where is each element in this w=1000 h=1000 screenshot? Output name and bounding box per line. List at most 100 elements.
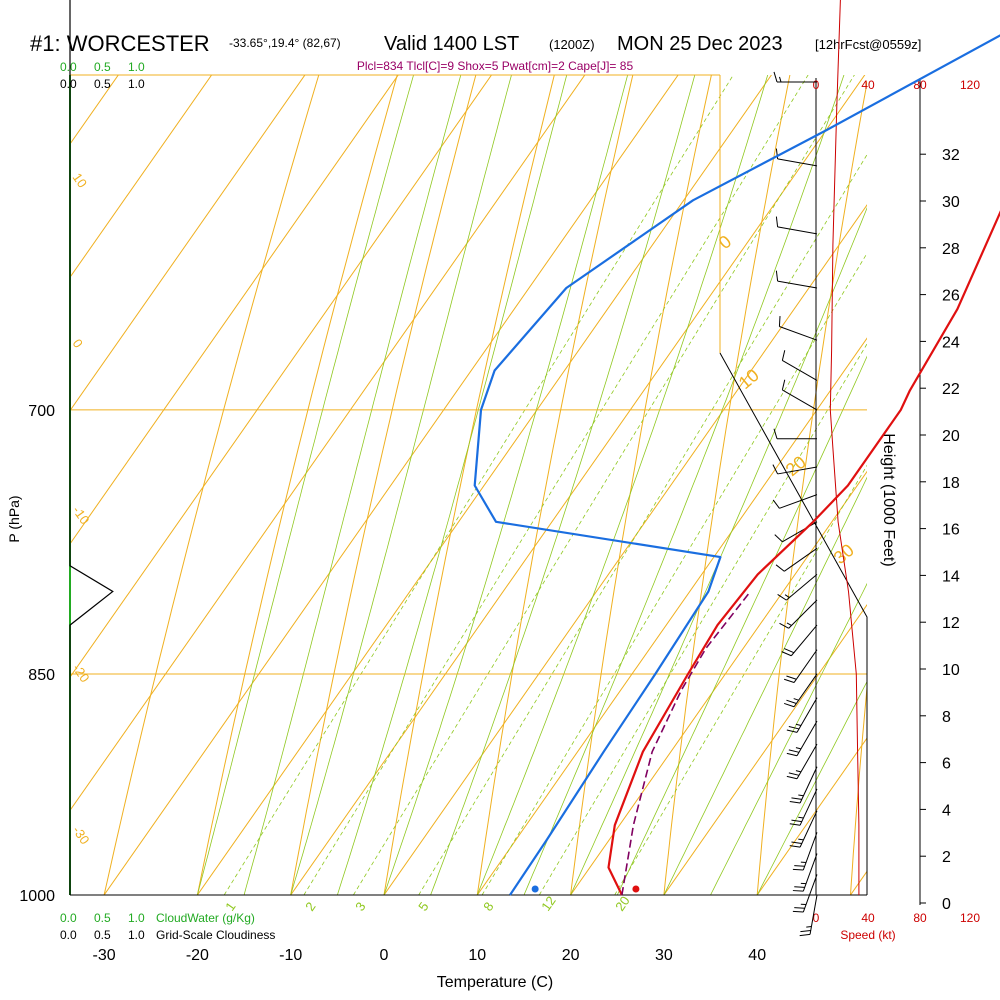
cloudiness-top-tick: 0.0	[60, 77, 77, 91]
wind-barb-shaft	[796, 697, 818, 733]
isotherm-label: 0	[70, 336, 86, 351]
wind-barb	[792, 874, 818, 913]
wind-barb-shaft	[783, 547, 818, 572]
wind-barb-full	[775, 216, 779, 227]
theta-label: 30	[830, 540, 858, 568]
cloudwater-top-tick: 1.0	[128, 60, 145, 74]
moist-adiabat-line	[476, 75, 769, 895]
isotherm-line	[0, 0, 771, 895]
dry-adiabat-line	[290, 75, 477, 895]
wind-barb-half	[786, 622, 792, 626]
wind-barb-shaft	[802, 853, 818, 892]
mixing-ratio-label: 3	[352, 899, 368, 914]
height-tick-label: 26	[942, 288, 960, 305]
moist-adiabat-line	[523, 75, 845, 895]
wind-barb	[783, 649, 818, 684]
wind-barb	[786, 743, 818, 780]
wind-barb-full	[792, 890, 804, 892]
utc-time: (1200Z)	[549, 37, 595, 52]
speed-bottom-tick: 40	[861, 911, 875, 925]
valid-time: Valid 1400 LST	[384, 33, 519, 55]
height-tick-label: 10	[942, 662, 960, 679]
cloudwater-bottom-tick: 0.0	[60, 911, 77, 925]
sounding-profiles	[473, 34, 1000, 896]
wind-barb-shaft	[777, 280, 818, 289]
wind-barb	[789, 810, 818, 848]
wind-barb-full	[789, 845, 801, 848]
wind-barb-full	[791, 797, 802, 800]
wind-barb-shaft	[788, 599, 818, 629]
mixing-ratio-label: 8	[480, 899, 496, 914]
wind-barb-full	[777, 593, 787, 601]
mixing-ratio-label: 20	[612, 893, 633, 913]
wind-barb-full	[786, 699, 797, 704]
moist-adiabat-line	[337, 75, 568, 895]
wind-barb	[781, 624, 818, 657]
mixing-ratio-line	[481, 252, 867, 895]
wind-barb-full	[783, 678, 795, 684]
height-tick-label: 8	[942, 709, 951, 726]
cloudwater-line	[69, 0, 114, 895]
isotherm-label: -10	[70, 503, 93, 527]
background-lines	[0, 0, 867, 895]
isotherm-label: -20	[70, 661, 93, 685]
temperature-tick-label: 40	[748, 947, 766, 964]
dry-adiabat-line	[663, 75, 791, 895]
wind-barb-shaft	[799, 810, 818, 848]
wind-barb-shaft	[799, 766, 818, 804]
cloudwater-bottom-tick: 0.5	[94, 911, 111, 925]
wind-barb-shaft	[796, 743, 818, 780]
wind-barb-shaft	[782, 389, 818, 411]
cloudwater-top-tick: 0.0	[60, 60, 77, 74]
stability-indices: Plcl=834 Tlcl[C]=9 Shox=5 Pwat[cm]=2 Cap…	[357, 59, 634, 73]
wind-barb-shaft	[777, 158, 818, 167]
mixing-ratio-line	[418, 153, 867, 895]
pressure-tick-label: 1000	[19, 888, 55, 905]
wind-barb-full	[772, 499, 780, 509]
wind-barb	[799, 894, 818, 937]
wind-barb	[786, 720, 818, 757]
speed-label: Speed (kt)	[840, 928, 895, 942]
parcel-line	[621, 591, 752, 896]
wind-speed-line	[829, 0, 860, 895]
wind-barb-shaft	[809, 894, 818, 935]
wind-barb-shaft	[782, 360, 818, 381]
wind-speed-profile	[829, 0, 860, 895]
forecast-date: MON 25 Dec 2023	[617, 33, 783, 55]
cloudwater-bottom-tick: 1.0	[128, 911, 145, 925]
wind-barb	[781, 350, 818, 381]
wind-barb-half	[784, 594, 790, 598]
height-tick-label: 16	[942, 522, 960, 539]
moist-adiabat-line	[756, 680, 867, 895]
wind-barb-full	[775, 564, 785, 572]
wind-barb-half	[795, 747, 802, 750]
wind-barb-half	[798, 794, 804, 797]
wind-barb	[792, 832, 818, 871]
wind-barb-full	[781, 379, 786, 391]
temperature-tick-label: 0	[380, 947, 389, 964]
pressure-tick-label: 850	[28, 667, 55, 684]
cloudwater-bottom-ticks: 0.0 0.5 1.0 CloudWater (g/Kg)	[60, 911, 255, 925]
wind-barb-shaft	[802, 874, 818, 913]
height-axis-label: Height (1000 Feet)	[880, 433, 897, 566]
wind-barb-full	[789, 823, 801, 826]
isotherm-line	[570, 470, 867, 895]
wind-barb-half	[779, 76, 782, 83]
wind-barb-shaft	[799, 788, 818, 826]
mixing-ratio-label: 12	[538, 893, 559, 913]
wind-barb-full	[775, 270, 779, 282]
wind-barb-half	[798, 838, 804, 841]
theta-label: 20	[782, 452, 810, 480]
wind-barb	[777, 574, 818, 601]
wind-barb-shaft	[796, 720, 818, 757]
wind-barb-full	[800, 929, 811, 933]
moist-adiabat-line	[710, 582, 867, 895]
cloudwater-top-tick: 0.5	[94, 60, 111, 74]
wind-barb-full	[786, 675, 797, 680]
wind-barb-shaft	[782, 521, 818, 543]
isotherm-line	[383, 204, 867, 895]
isotherm-line	[103, 75, 679, 895]
wind-barb-full	[786, 729, 798, 733]
height-tick-label: 4	[942, 802, 951, 819]
wind-barb-shaft	[790, 624, 818, 657]
